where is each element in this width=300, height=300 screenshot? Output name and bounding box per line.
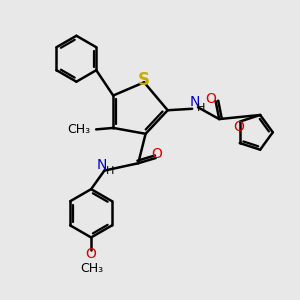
Text: O: O [233, 120, 244, 134]
Text: N: N [190, 95, 200, 109]
Text: O: O [205, 92, 216, 106]
Text: H: H [197, 103, 206, 113]
Text: H: H [106, 166, 114, 176]
Text: N: N [96, 158, 106, 172]
Text: S: S [138, 71, 150, 89]
Text: O: O [86, 247, 97, 261]
Text: CH₃: CH₃ [67, 123, 90, 136]
Text: CH₃: CH₃ [80, 262, 103, 275]
Text: O: O [152, 148, 163, 161]
